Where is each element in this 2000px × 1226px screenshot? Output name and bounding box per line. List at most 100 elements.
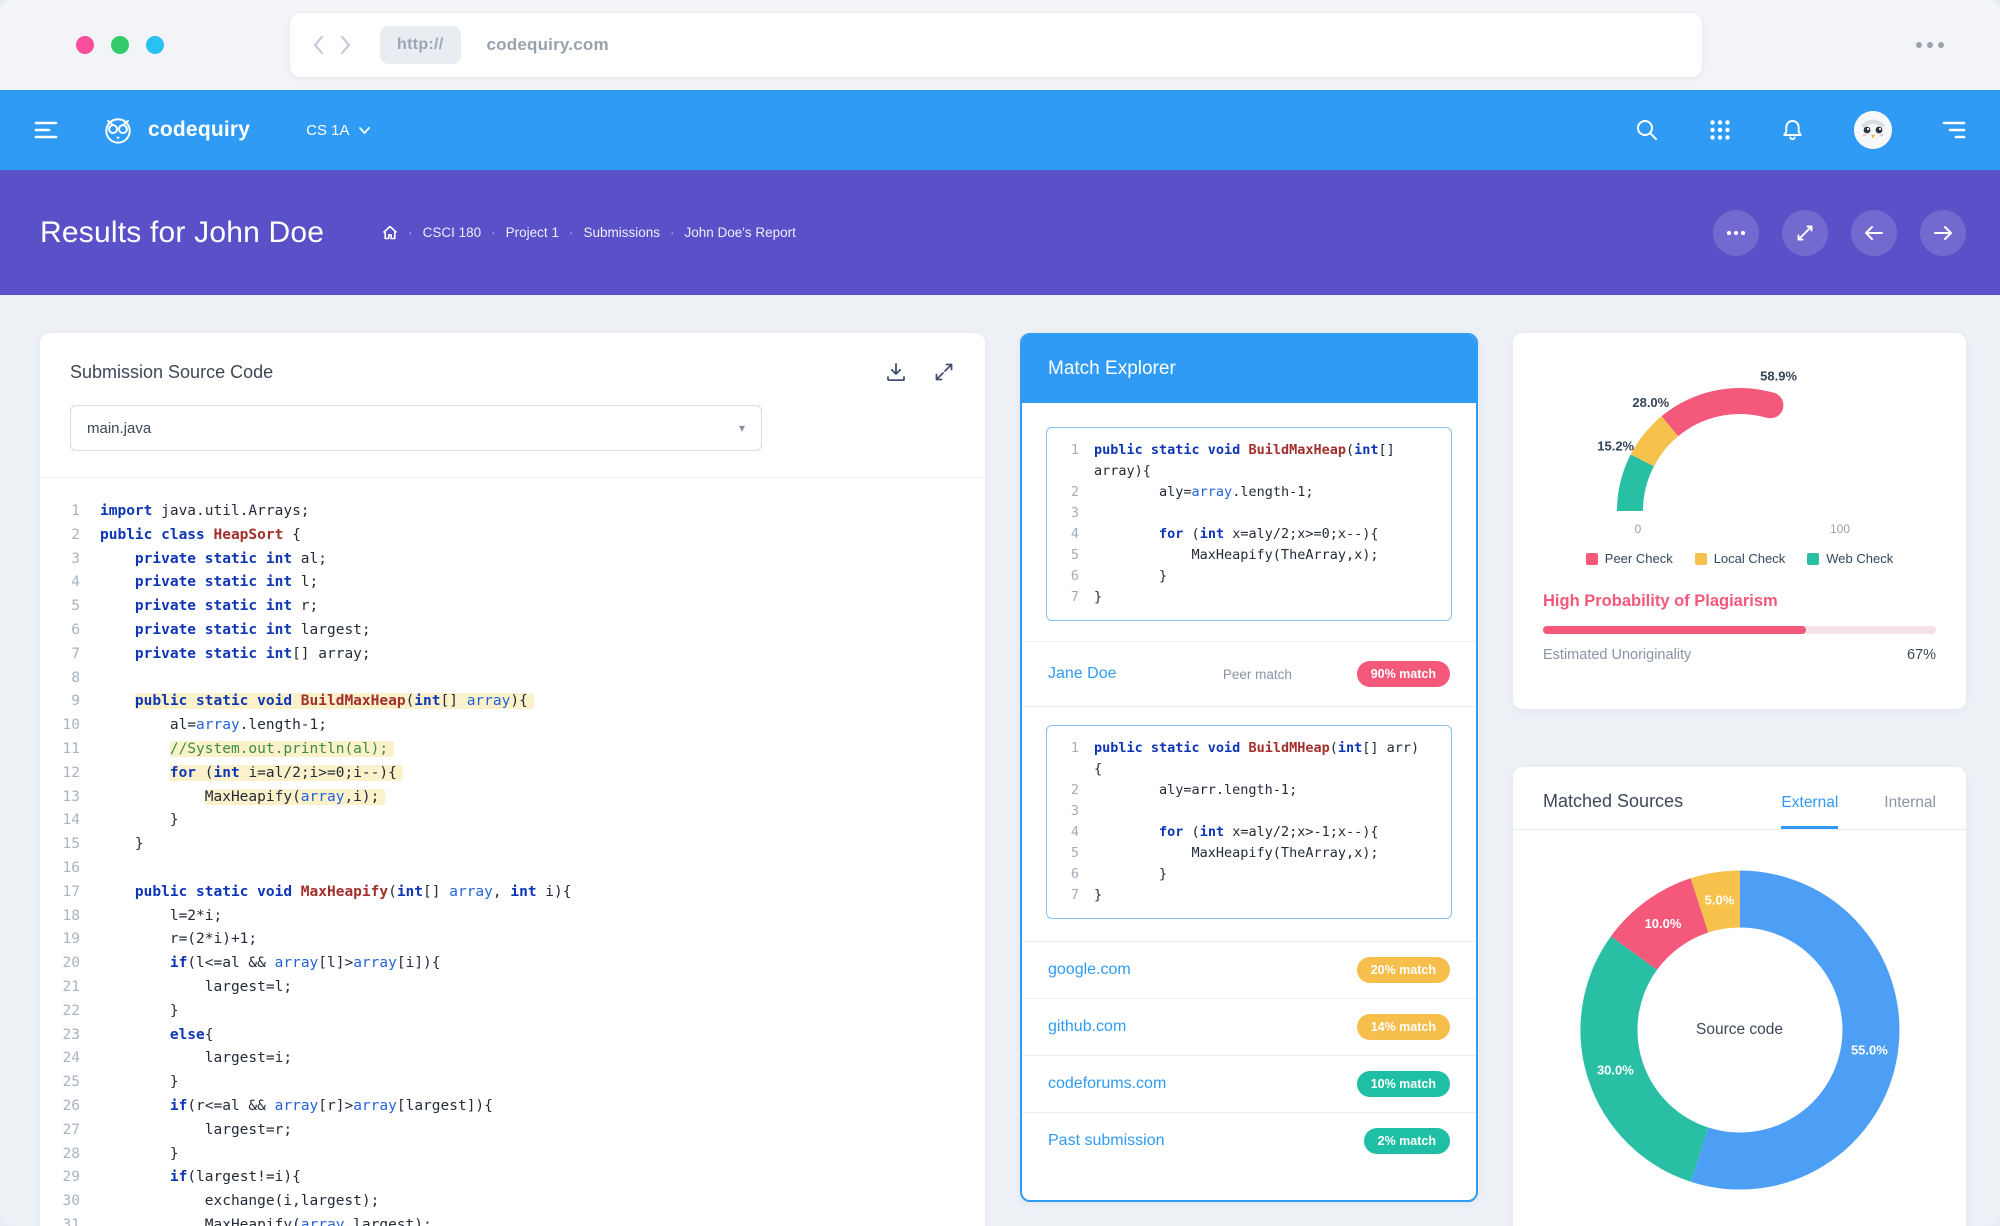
legend-swatch bbox=[1694, 552, 1707, 565]
window-controls bbox=[76, 36, 164, 54]
gauge-legend: Peer Check Local Check Web Check bbox=[1543, 551, 1936, 566]
peer-name-link[interactable]: Jane Doe bbox=[1048, 665, 1117, 682]
expand-panel-button[interactable] bbox=[933, 361, 955, 383]
legend-item: Local Check bbox=[1694, 551, 1785, 566]
top-navbar: codequiry CS 1A bbox=[0, 90, 2000, 170]
legend-item: Web Check bbox=[1807, 551, 1893, 566]
code-line: 14 } bbox=[62, 812, 179, 829]
code-line: 6 private static int largest; bbox=[71, 621, 371, 638]
browser-back-icon[interactable] bbox=[312, 35, 324, 55]
nav-menu-button[interactable] bbox=[1942, 120, 1966, 140]
match-percentage-badge: 14% match bbox=[1356, 1014, 1450, 1040]
fullscreen-button[interactable] bbox=[1782, 209, 1828, 256]
next-report-button[interactable] bbox=[1920, 209, 1966, 256]
code-line: 20 if(l<=al && array[l]>array[i]){ bbox=[62, 955, 441, 972]
breadcrumb-item[interactable]: Project 1 bbox=[505, 225, 559, 240]
code-line: 7} bbox=[1070, 887, 1103, 903]
notifications-button[interactable] bbox=[1781, 118, 1804, 142]
matched-source-row[interactable]: google.com 20% match bbox=[1022, 941, 1476, 998]
breadcrumb-item[interactable]: CSCI 180 bbox=[422, 225, 482, 240]
caret-down-icon: ▾ bbox=[738, 421, 745, 435]
match-explorer-panel: Match Explorer 1 public static void Build… bbox=[1020, 333, 1478, 1202]
breadcrumb-home-link[interactable] bbox=[382, 225, 398, 240]
sidebar-toggle-button[interactable] bbox=[34, 120, 58, 140]
breadcrumb-item: John Doe's Report bbox=[684, 225, 796, 240]
search-icon bbox=[1637, 120, 1657, 140]
window-maximize-button[interactable] bbox=[146, 36, 164, 54]
matched-source-row[interactable]: Past submission 2% match bbox=[1022, 1112, 1476, 1169]
code-line: 27 largest=r; bbox=[62, 1121, 293, 1138]
source-code-viewer: 1 import java.util.Arrays; 2 public class H… bbox=[40, 478, 985, 1226]
code-line: 5 private static int r; bbox=[71, 598, 319, 615]
code-line: 31 MaxHeapify(array,largest); bbox=[62, 1216, 432, 1226]
code-line: 26 if(r<=al && array[r]>array[largest]){ bbox=[62, 1097, 493, 1114]
code-line: 4 private static int l; bbox=[71, 574, 319, 591]
code-line: 24 largest=i; bbox=[62, 1050, 293, 1067]
url-text[interactable]: codequiry.com bbox=[486, 35, 609, 54]
code-line: 3 bbox=[1070, 505, 1079, 521]
window-close-button[interactable] bbox=[76, 36, 94, 54]
code-line: 13 MaxHeapify(array,i); bbox=[54, 786, 975, 810]
page-title: Results for John Doe bbox=[40, 215, 325, 249]
code-line: 18 l=2*i; bbox=[62, 907, 223, 924]
matched-source-link[interactable]: Past submission bbox=[1048, 1132, 1165, 1149]
main-content: Submission Source Code main.java ▾ 1 impo… bbox=[0, 295, 2000, 1226]
download-button[interactable] bbox=[885, 361, 907, 383]
matched-source-link[interactable]: codeforums.com bbox=[1048, 1075, 1167, 1092]
browser-menu-button[interactable] bbox=[1916, 42, 1944, 48]
legend-item: Peer Check bbox=[1585, 551, 1673, 566]
address-bar[interactable]: http:// codequiry.com bbox=[290, 13, 1702, 77]
peer-match-row[interactable]: Jane Doe Peer match 90% match bbox=[1022, 641, 1476, 707]
legend-swatch bbox=[1585, 552, 1598, 565]
code-line: 2 public class HeapSort { bbox=[71, 526, 301, 543]
unoriginality-progress-fill bbox=[1543, 626, 1807, 634]
code-line: 5 MaxHeapify(TheArray,x); bbox=[1070, 845, 1379, 861]
unoriginality-value: 67% bbox=[1906, 647, 1936, 663]
more-options-button[interactable] bbox=[1713, 209, 1759, 256]
code-line: 16 bbox=[62, 859, 80, 876]
browser-forward-icon[interactable] bbox=[340, 35, 352, 55]
code-line: 15 } bbox=[62, 836, 144, 853]
code-line: 22 } bbox=[62, 1002, 179, 1019]
code-line: 5 MaxHeapify(TheArray,x); bbox=[1070, 547, 1379, 563]
matched-source-row[interactable]: github.com 14% match bbox=[1022, 998, 1476, 1055]
file-select-dropdown[interactable]: main.java ▾ bbox=[70, 405, 762, 451]
avatar-mascot-icon bbox=[1854, 111, 1892, 149]
apps-grid-button[interactable] bbox=[1709, 119, 1731, 141]
code-line: 6 } bbox=[1070, 866, 1168, 882]
match-explorer-title: Match Explorer bbox=[1022, 335, 1476, 403]
back-arrow-icon bbox=[1865, 225, 1883, 240]
matched-source-link[interactable]: github.com bbox=[1048, 1018, 1127, 1035]
expand-icon bbox=[935, 363, 953, 381]
code-line: 7} bbox=[1070, 589, 1103, 605]
tab-internal[interactable]: Internal bbox=[1884, 794, 1936, 811]
apps-grid-icon bbox=[1710, 120, 1730, 140]
code-line: 30 exchange(i,largest); bbox=[62, 1193, 380, 1210]
brand-logo[interactable]: codequiry bbox=[100, 112, 250, 148]
window-minimize-button[interactable] bbox=[111, 36, 129, 54]
right-column: 0 100 15.2% 28.0% 58.9% Peer Check Local Chec… bbox=[1513, 333, 1966, 1226]
donut-center-label: Source code bbox=[1695, 1021, 1784, 1038]
bell-icon bbox=[1783, 120, 1802, 141]
forward-arrow-icon bbox=[1934, 225, 1952, 240]
prev-report-button[interactable] bbox=[1851, 209, 1897, 256]
matched-sources-list: google.com 20% match github.com 14% match co… bbox=[1022, 941, 1476, 1169]
search-button[interactable] bbox=[1635, 118, 1659, 142]
matched-source-link[interactable]: google.com bbox=[1048, 961, 1131, 978]
matched-source-row[interactable]: codeforums.com 10% match bbox=[1022, 1055, 1476, 1112]
unoriginality-label: Estimated Unoriginality bbox=[1543, 647, 1692, 663]
code-line: 10 al=array.length-1; bbox=[62, 717, 327, 734]
user-avatar[interactable] bbox=[1854, 111, 1892, 149]
course-selector[interactable]: CS 1A bbox=[306, 122, 370, 139]
divider bbox=[40, 477, 985, 478]
owl-logo-icon bbox=[105, 118, 131, 144]
tab-external[interactable]: External bbox=[1781, 794, 1839, 829]
match-percentage-badge: 10% match bbox=[1356, 1071, 1450, 1097]
matched-snippet-code: 1 public static void BuildMHeap(int[] arr… bbox=[1061, 738, 1437, 906]
code-line: 6 } bbox=[1070, 568, 1168, 584]
code-line: 3 private static int al; bbox=[71, 550, 327, 567]
breadcrumb-item[interactable]: Submissions bbox=[583, 225, 660, 240]
browser-chrome: http:// codequiry.com bbox=[0, 0, 2000, 90]
code-line: 3 bbox=[1070, 803, 1079, 819]
